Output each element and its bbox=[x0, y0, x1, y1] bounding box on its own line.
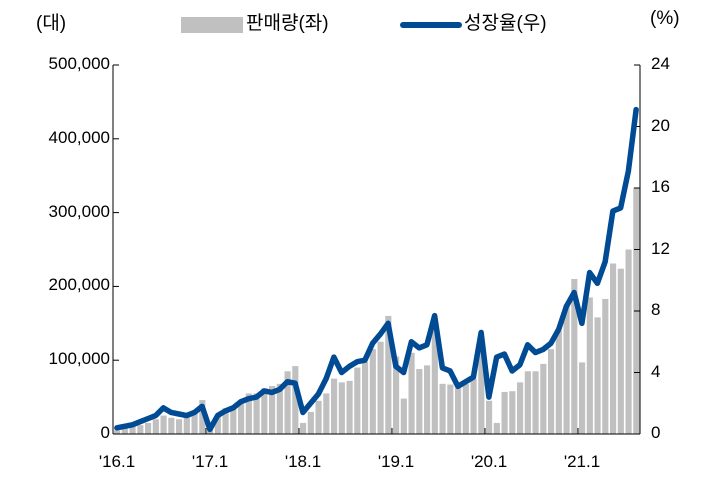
bar bbox=[517, 382, 524, 434]
bar bbox=[439, 383, 446, 434]
right-axis-unit: (%) bbox=[650, 8, 680, 29]
left-tick-label: 0 bbox=[100, 423, 110, 442]
bar bbox=[478, 338, 485, 434]
bar bbox=[447, 384, 454, 434]
bar bbox=[625, 249, 632, 434]
bar bbox=[152, 419, 159, 434]
bar bbox=[571, 279, 578, 434]
right-tick-label: 4 bbox=[651, 361, 661, 381]
bar bbox=[261, 388, 268, 434]
bar bbox=[323, 393, 330, 434]
bar bbox=[486, 400, 493, 434]
bar bbox=[594, 317, 601, 434]
bar bbox=[245, 393, 252, 434]
bar bbox=[602, 298, 609, 434]
bar bbox=[579, 362, 586, 434]
bar bbox=[586, 297, 593, 434]
growth-rate-line bbox=[114, 106, 639, 433]
bar bbox=[315, 400, 322, 434]
x-tick-label: '18.1 bbox=[284, 452, 322, 471]
right-tick-label: 12 bbox=[651, 238, 670, 258]
legend-bar-label: 판매량(좌) bbox=[246, 13, 329, 34]
bar bbox=[346, 380, 353, 434]
left-tick-label: 300,000 bbox=[48, 201, 110, 221]
legend-line-swatch bbox=[400, 22, 462, 28]
bar bbox=[501, 391, 508, 434]
bar bbox=[548, 349, 555, 434]
left-tick-label: 200,000 bbox=[48, 275, 110, 295]
bar bbox=[617, 268, 624, 434]
bar bbox=[555, 330, 562, 434]
bar bbox=[238, 403, 245, 434]
bar bbox=[168, 417, 175, 434]
bar bbox=[284, 371, 291, 434]
bar bbox=[129, 426, 136, 434]
bar bbox=[377, 341, 384, 434]
x-tick-label: '20.1 bbox=[470, 452, 508, 471]
x-tick-label: '19.1 bbox=[377, 452, 415, 471]
bar bbox=[276, 383, 283, 434]
bar bbox=[253, 393, 260, 434]
bar bbox=[493, 422, 500, 434]
bar bbox=[455, 388, 462, 434]
bar bbox=[400, 398, 407, 434]
bar bbox=[331, 378, 338, 434]
right-tick-label: 24 bbox=[651, 54, 670, 73]
right-tick-label: 20 bbox=[651, 115, 670, 135]
x-tick-label: '16.1 bbox=[98, 452, 136, 471]
bar bbox=[524, 371, 531, 434]
bar bbox=[470, 378, 477, 434]
legend-line-label: 성장율(우) bbox=[464, 13, 547, 34]
left-tick-label: 500,000 bbox=[48, 54, 110, 73]
bar bbox=[176, 419, 183, 434]
x-tick-label: '21.1 bbox=[563, 452, 601, 471]
bar bbox=[408, 352, 415, 434]
bar bbox=[610, 263, 617, 434]
bar bbox=[199, 400, 206, 434]
bar bbox=[532, 371, 539, 434]
bar bbox=[416, 369, 423, 434]
bar bbox=[269, 386, 276, 434]
right-tick-label: 8 bbox=[651, 300, 661, 319]
bar bbox=[191, 411, 198, 434]
bar bbox=[563, 304, 570, 434]
bar bbox=[307, 411, 314, 434]
bar bbox=[431, 326, 438, 434]
left-tick-label: 400,000 bbox=[48, 127, 110, 147]
bar bbox=[540, 363, 547, 434]
bar bbox=[160, 415, 167, 434]
left-tick-label: 100,000 bbox=[48, 349, 110, 369]
bar bbox=[354, 367, 361, 434]
bar bbox=[338, 382, 345, 434]
bar bbox=[462, 383, 469, 434]
bar bbox=[121, 428, 128, 434]
left-axis-unit: (대) bbox=[36, 13, 67, 34]
bar bbox=[393, 356, 400, 434]
x-tick-label: '17.1 bbox=[191, 452, 229, 471]
right-tick-label: 0 bbox=[651, 423, 661, 442]
bar bbox=[509, 391, 516, 434]
bar bbox=[183, 415, 190, 434]
bar bbox=[292, 366, 299, 434]
legend-bar-swatch bbox=[181, 17, 243, 33]
bar bbox=[230, 408, 237, 434]
bar bbox=[214, 415, 221, 434]
bar bbox=[362, 361, 369, 434]
bar bbox=[369, 349, 376, 434]
bar bbox=[424, 365, 431, 434]
bar bbox=[137, 425, 144, 434]
bar bbox=[145, 422, 152, 434]
bar bbox=[114, 430, 121, 434]
bar bbox=[385, 315, 392, 434]
bar bbox=[300, 422, 307, 434]
bar bbox=[222, 408, 229, 434]
right-tick-label: 16 bbox=[651, 177, 670, 196]
